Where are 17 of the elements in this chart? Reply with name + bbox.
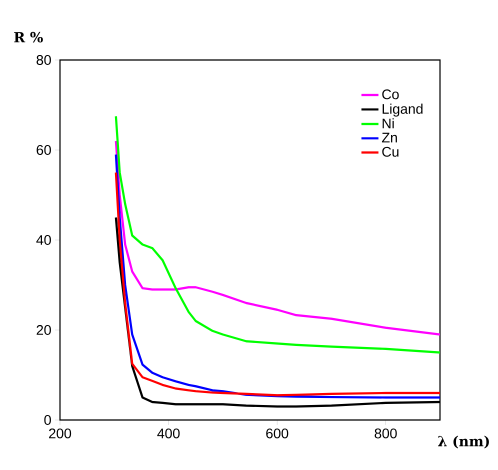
x-tick-label: 600 [266,428,288,438]
y-tick-label: 80 [36,55,51,65]
y-tick-label: 20 [36,325,51,335]
y-tick-label: 0 [44,415,51,425]
x-axis-title: λ (nm) [438,436,489,448]
y-tick-label: 40 [36,235,51,245]
legend-label: Cu [382,146,398,157]
line-series [114,115,440,354]
x-tick-label: 800 [374,428,397,438]
x-tick-label: 200 [49,428,72,438]
y-tick-label: 60 [36,145,51,155]
y-axis-title: R % [14,32,43,42]
legend-label: Co [382,89,399,100]
x-tick-label: 400 [157,428,180,438]
legend-label: Ni [382,118,394,128]
legend-label: Zn [382,132,397,142]
legend-label: Ligand [382,104,423,117]
